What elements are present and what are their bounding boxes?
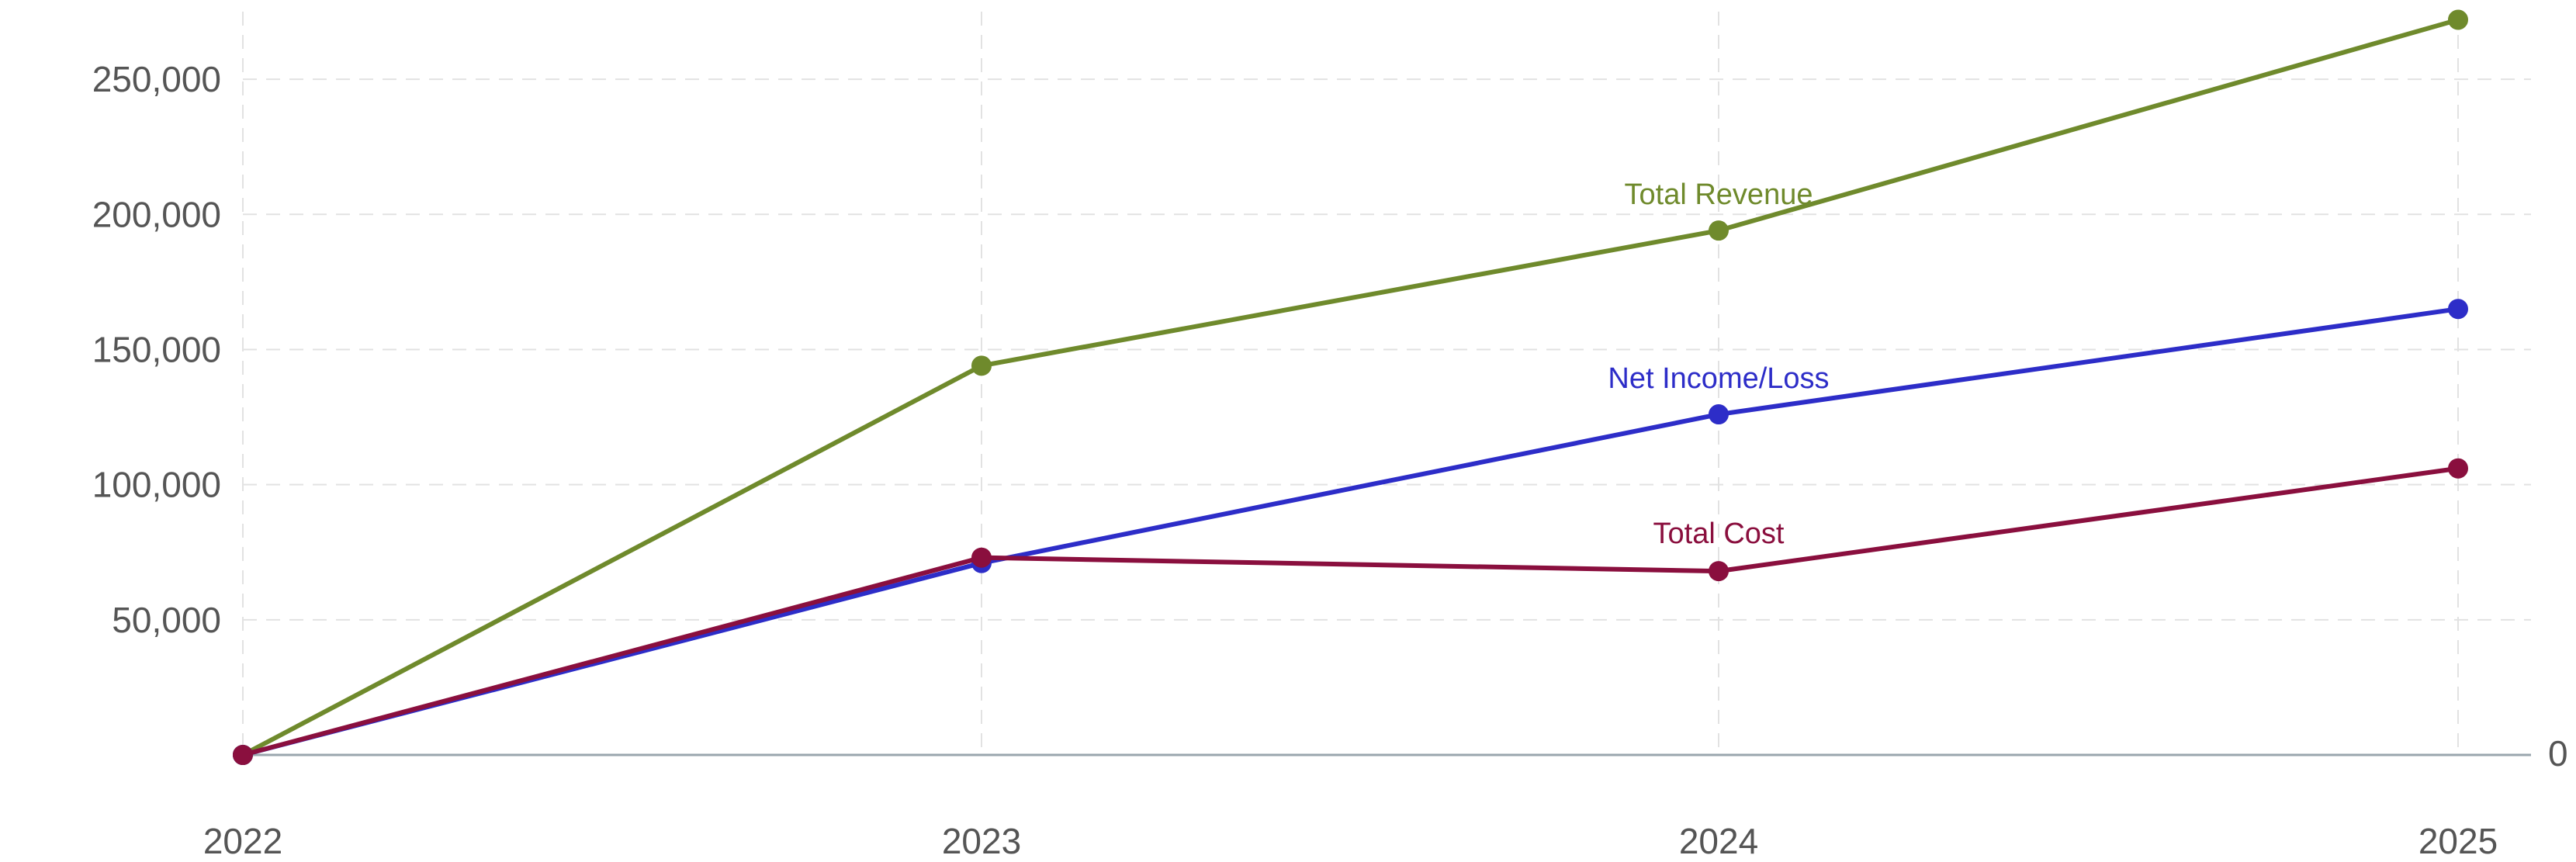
data-point [971,547,992,568]
data-point [233,745,253,765]
series-net-income-loss: Net Income/Loss [233,299,2468,765]
series-line [241,17,2460,757]
y-tick-label: 100,000 [92,465,221,505]
series-label: Total Cost [1653,518,1785,550]
x-tick-label: 2022 [203,821,282,861]
series-line [241,306,2460,757]
x-axis-ticks: 2022 2023 2024 2025 [203,821,2498,861]
series-label: Total Revenue [1625,178,1813,211]
data-point [2448,458,2468,479]
grid [242,12,2531,755]
series-group: Total Revenue Net Income/Loss Total Cost [233,9,2468,765]
right-axis-zero-label: 0 [2548,733,2568,774]
x-tick-label: 2024 [1679,821,1758,861]
data-point [971,355,992,376]
data-point [1709,404,1729,425]
y-axis-ticks: 50,000 100,000 150,000 200,000 250,000 [92,59,221,640]
data-point [2448,9,2468,30]
y-tick-label: 50,000 [112,600,221,640]
y-tick-label: 250,000 [92,59,221,99]
y-tick-label: 200,000 [92,194,221,234]
x-tick-label: 2023 [942,821,1021,861]
y-tick-label: 150,000 [92,329,221,369]
x-tick-label: 2025 [2418,821,2498,861]
series-label: Net Income/Loss [1608,362,1829,395]
series-line [241,466,2460,757]
data-point [1709,220,1729,241]
series-total-cost: Total Cost [233,458,2468,765]
data-point [2448,299,2468,320]
series-total-revenue: Total Revenue [233,9,2468,765]
data-point [1709,561,1729,582]
